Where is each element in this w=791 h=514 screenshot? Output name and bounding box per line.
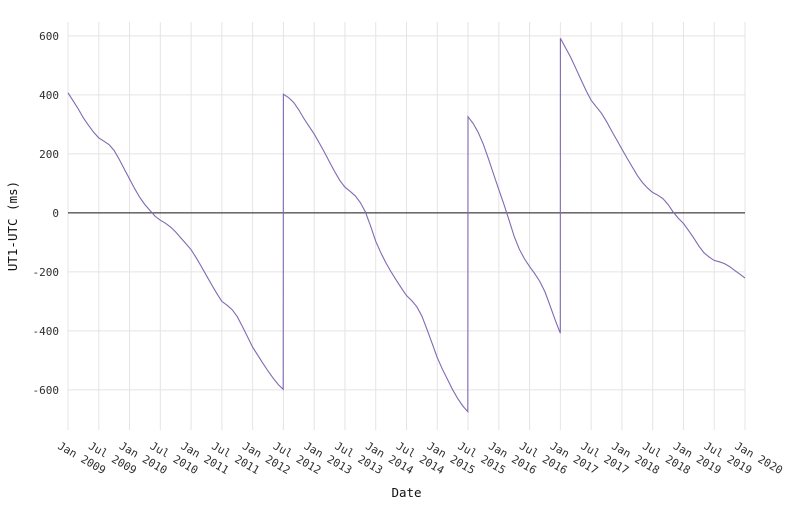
y-axis-title: UT1-UTC (ms) (5, 181, 20, 271)
y-tick-label: -400 (33, 325, 60, 338)
y-tick-label: 0 (52, 207, 59, 220)
ut1-utc-data-series-line (67, 37, 746, 414)
y-axis-tick-labels: -600 -400 -200 0 200 400 600 (33, 30, 60, 397)
y-tick-label: 400 (39, 89, 59, 102)
x-axis-title: Date (391, 485, 421, 500)
y-tick-label: -600 (33, 384, 60, 397)
y-tick-label: 200 (39, 148, 59, 161)
y-tick-label: 600 (39, 30, 59, 43)
y-tick-label: -200 (33, 266, 60, 279)
